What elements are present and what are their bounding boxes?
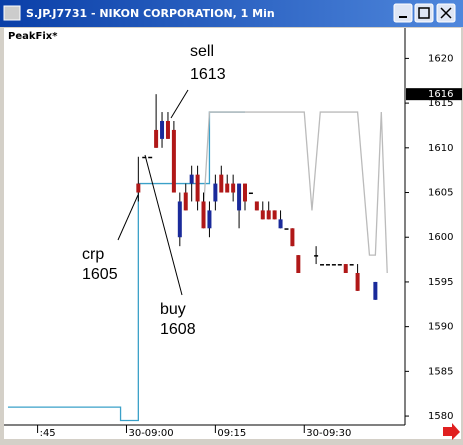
- window-title: S.JP.J7731 - NIKON CORPORATION, 1 Min: [26, 7, 275, 20]
- app-icon: [3, 5, 21, 21]
- maximize-icon: [418, 7, 430, 19]
- candle-body: [373, 281, 378, 300]
- panel-label: PeakFix*: [8, 31, 58, 42]
- price-tag-box: [406, 88, 462, 101]
- candle-body: [254, 201, 259, 211]
- maximize-button[interactable]: [414, 3, 434, 23]
- candle-body: [189, 174, 194, 184]
- candle-body: [272, 210, 277, 220]
- candle-body: [284, 228, 289, 230]
- candle-body: [349, 264, 354, 266]
- x-tick-label: 09:15: [217, 428, 246, 439]
- candle-body: [219, 174, 224, 193]
- candle-body: [207, 210, 212, 229]
- x-tick-label: 30-09:00: [128, 428, 173, 439]
- candle-body: [290, 228, 295, 247]
- indicator-line: [202, 111, 388, 274]
- y-tick-label: 1595: [428, 277, 453, 288]
- candle-body: [237, 183, 242, 211]
- y-tick-label: 1580: [428, 411, 453, 422]
- candle-body: [213, 183, 218, 202]
- candle-body: [248, 192, 253, 195]
- minimize-button[interactable]: [393, 3, 413, 23]
- y-tick-label: 1585: [428, 366, 453, 377]
- candle-body: [337, 264, 342, 266]
- candle-body: [225, 183, 230, 193]
- candle-body: [148, 156, 153, 159]
- annotation: crp: [82, 246, 104, 263]
- candle-body: [177, 201, 182, 238]
- candle-body: [296, 255, 301, 273]
- candle-body: [314, 255, 319, 257]
- candle-body: [260, 210, 265, 220]
- indicator-line: [7, 111, 245, 422]
- price-tag: 1616: [428, 89, 453, 100]
- y-tick-label: 1605: [428, 188, 453, 199]
- candle-body: [171, 129, 176, 193]
- annotation: sell: [190, 43, 214, 60]
- y-tick-label: 1590: [428, 322, 453, 333]
- annotation: 1605: [82, 266, 118, 283]
- candle-body: [195, 174, 200, 202]
- x-tick-label: :45: [40, 428, 56, 439]
- candle-body: [160, 120, 165, 139]
- candle-body: [320, 264, 325, 266]
- candle-body: [243, 183, 247, 202]
- candle-body: [183, 192, 188, 211]
- y-tick-label: 1620: [428, 53, 453, 64]
- title-bar: [0, 0, 463, 27]
- x-tick-label: 30-09:30: [306, 428, 351, 439]
- annotation-arrow: [144, 154, 183, 296]
- annotation-arrow: [170, 89, 189, 119]
- candle-body: [331, 264, 336, 266]
- candle-body: [278, 219, 283, 229]
- candle-body: [343, 264, 348, 273]
- candle-body: [154, 129, 159, 148]
- scroll-arrow[interactable]: [443, 423, 460, 440]
- y-tick-label: 1615: [428, 98, 453, 109]
- annotation: buy: [160, 301, 186, 318]
- candle-body: [231, 183, 236, 193]
- annotation: 1608: [160, 321, 196, 338]
- candle-body: [201, 201, 206, 229]
- close-icon: [440, 7, 452, 19]
- candle-body: [325, 264, 330, 266]
- candle-body: [142, 156, 147, 159]
- candle-body: [136, 183, 141, 193]
- annotation: 1613: [190, 66, 226, 83]
- chart-area: [4, 28, 461, 439]
- candle-body: [355, 272, 360, 291]
- annotation-arrow: [117, 194, 139, 241]
- candle-body: [266, 210, 271, 220]
- candle-body: [165, 120, 170, 139]
- y-tick-label: 1600: [428, 232, 453, 243]
- y-tick-label: 1610: [428, 143, 453, 154]
